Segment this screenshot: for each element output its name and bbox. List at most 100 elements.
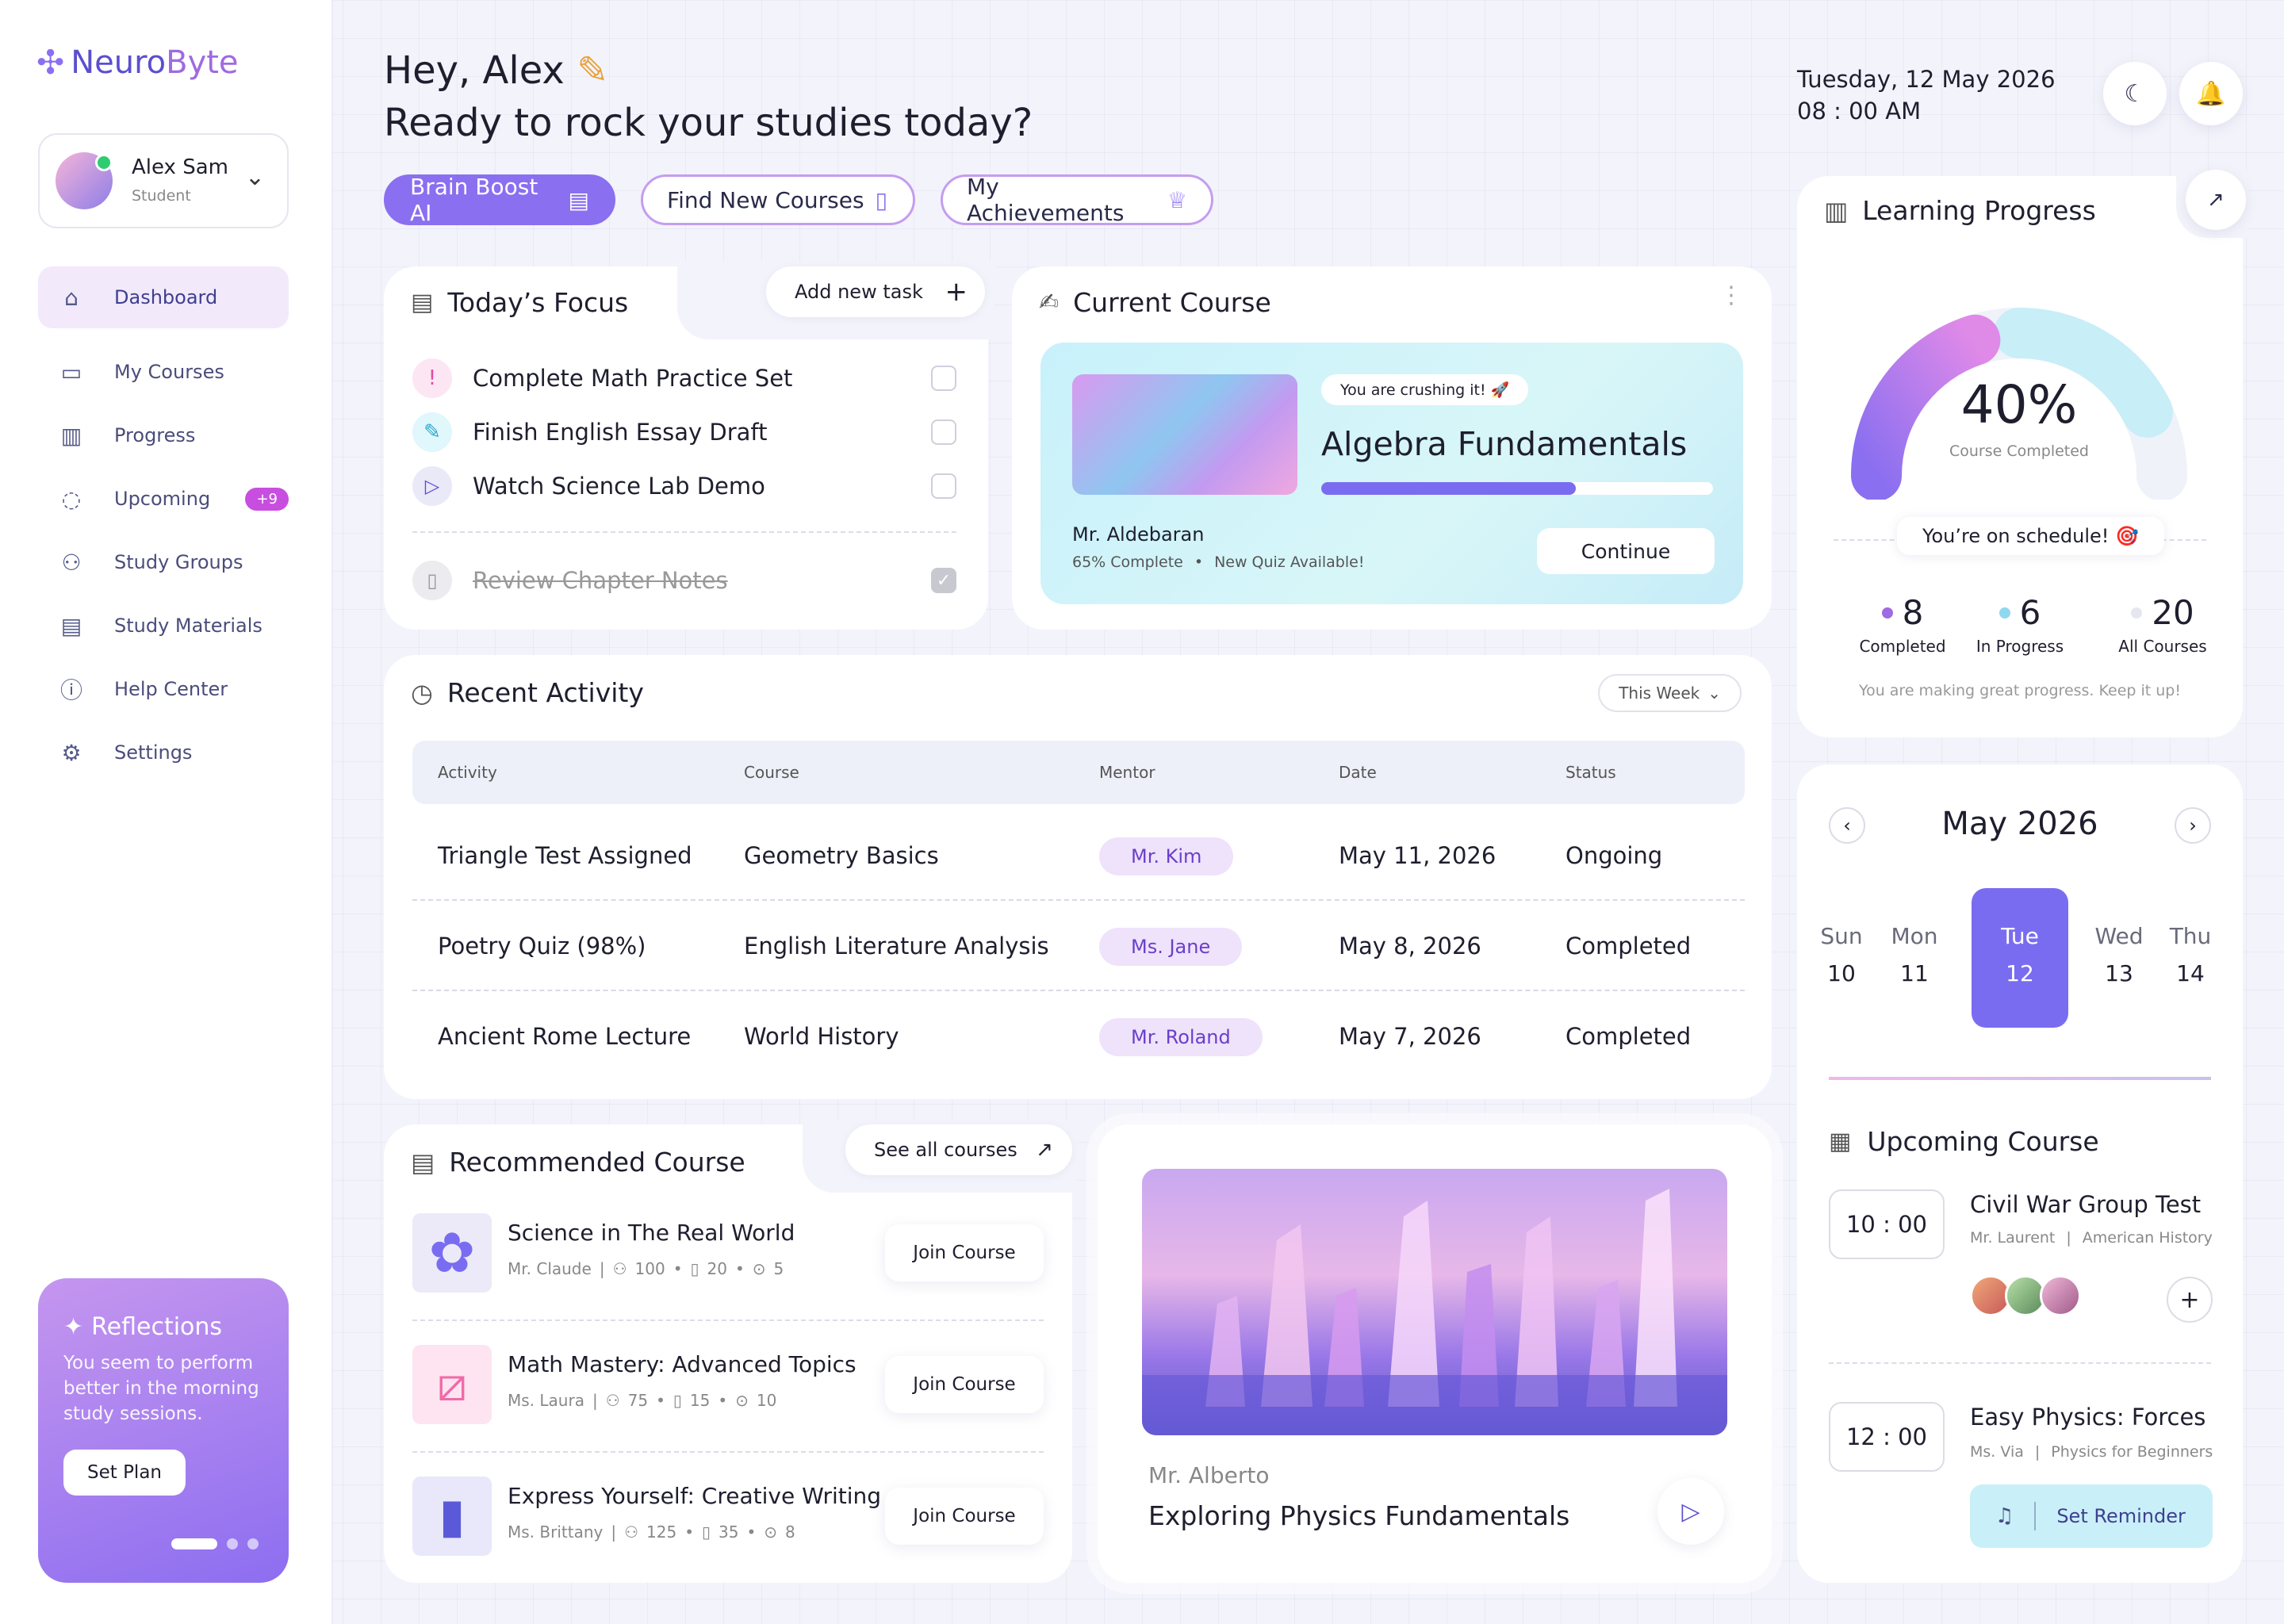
avatar bbox=[56, 152, 113, 209]
video-thumbnail[interactable] bbox=[1142, 1169, 1727, 1435]
sidebar-item-my-courses[interactable]: ▭ My Courses bbox=[38, 341, 289, 403]
videos-count: 5 bbox=[773, 1259, 784, 1278]
book-icon: ▯ bbox=[673, 1391, 682, 1410]
sidebar-item-study-groups[interactable]: ⚇ Study Groups bbox=[38, 531, 289, 593]
sidebar-item-upcoming[interactable]: ◌ Upcoming +9 bbox=[38, 468, 289, 530]
stat-in-progress: 6 In Progress bbox=[1945, 593, 2095, 656]
progress-title: Learning Progress bbox=[1862, 195, 2096, 226]
upcoming-badge: +9 bbox=[245, 487, 289, 511]
sidebar: ✣ Neuro Byte Alex Sam Student ⌄ ⌂ Dashboar… bbox=[0, 0, 333, 1624]
current-course-card: ✍ Current Course ⋮ You are crushing it! … bbox=[1012, 266, 1772, 630]
upcoming-mentor: Ms. Via bbox=[1970, 1443, 2024, 1461]
continue-button[interactable]: Continue bbox=[1537, 528, 1715, 574]
expand-progress-button[interactable]: ↗ bbox=[2186, 170, 2246, 230]
app-logo[interactable]: ✣ Neuro Byte bbox=[36, 43, 239, 82]
dot-separator: • bbox=[1194, 553, 1204, 571]
video-title: Exploring Physics Fundamentals bbox=[1148, 1500, 1570, 1531]
dot-separator: • bbox=[746, 1522, 757, 1542]
course-name: Science in The Real World bbox=[508, 1220, 795, 1246]
table-row[interactable]: Triangle Test Assigned Geometry Basics M… bbox=[412, 812, 1745, 901]
cell-mentor-pill: Mr. Kim bbox=[1099, 837, 1234, 875]
course-list-item[interactable]: ▮ Express Yourself: Creative Writing Ms.… bbox=[412, 1477, 1044, 1564]
chevron-left-icon: ‹ bbox=[1843, 814, 1851, 837]
carousel-dot[interactable] bbox=[227, 1538, 238, 1549]
logo-text-b: Byte bbox=[166, 44, 239, 81]
recent-activity-card: ◷ Recent Activity This Week ⌄ Activity Co… bbox=[384, 655, 1772, 1099]
course-icon-math: ⧄ bbox=[412, 1345, 492, 1424]
stat-value: 20 bbox=[2152, 593, 2194, 632]
sidebar-item-settings[interactable]: ⚙ Settings bbox=[38, 722, 289, 783]
dot-separator: • bbox=[718, 1391, 728, 1410]
plus-icon: + bbox=[945, 276, 968, 308]
task-label: Watch Science Lab Demo bbox=[473, 473, 765, 500]
course-meta: Ms. Brittany | ⚇ 125 • ▯ 35 • ⊙ 8 bbox=[508, 1522, 795, 1542]
calendar-day[interactable]: Mon 11 bbox=[1886, 923, 1943, 986]
chip-find-courses[interactable]: Find New Courses ▯ bbox=[641, 174, 915, 225]
sidebar-item-help-center[interactable]: ⓘ Help Center bbox=[38, 658, 289, 720]
week-filter-dropdown[interactable]: This Week ⌄ bbox=[1598, 674, 1742, 712]
clock-icon: ◷ bbox=[411, 677, 433, 708]
task-checkbox[interactable] bbox=[931, 366, 956, 391]
set-plan-button[interactable]: Set Plan bbox=[63, 1450, 186, 1496]
table-row[interactable]: Poetry Quiz (98%) English Literature Ana… bbox=[412, 902, 1745, 991]
quiz-text: New Quiz Available! bbox=[1214, 553, 1365, 571]
play-button[interactable]: ▷ bbox=[1657, 1478, 1724, 1545]
bell-icon: 🔔 bbox=[2196, 79, 2226, 108]
stat-all-courses: 20 All Courses bbox=[2087, 593, 2238, 656]
featured-video-card[interactable]: Mr. Alberto Exploring Physics Fundamenta… bbox=[1098, 1124, 1772, 1583]
task-item[interactable]: ✎ Finish English Essay Draft bbox=[412, 412, 956, 452]
task-checkbox[interactable] bbox=[931, 419, 956, 445]
task-item-done[interactable]: ▯ Review Chapter Notes ✓ bbox=[412, 561, 956, 600]
add-task-button[interactable]: Add new task + bbox=[766, 266, 985, 317]
sidebar-item-dashboard[interactable]: ⌂ Dashboard bbox=[38, 266, 289, 328]
task-item[interactable]: ▷ Watch Science Lab Demo bbox=[412, 466, 956, 506]
join-course-button[interactable]: Join Course bbox=[885, 1488, 1044, 1545]
set-reminder-button[interactable]: ♫ Set Reminder bbox=[1970, 1484, 2213, 1548]
col-header-date: Date bbox=[1339, 763, 1377, 782]
next-month-button[interactable]: › bbox=[2175, 807, 2211, 844]
users-icon: ⚇ bbox=[61, 549, 82, 576]
bar-chart-icon: ▥ bbox=[1824, 195, 1849, 226]
chip-brain-boost[interactable]: Brain Boost AI ▤ bbox=[384, 174, 615, 226]
prev-month-button[interactable]: ‹ bbox=[1829, 807, 1865, 844]
calendar-day-selected[interactable]: Tue 12 bbox=[1991, 923, 2048, 986]
theme-toggle-button[interactable]: ☾ bbox=[2103, 62, 2167, 125]
task-checkbox[interactable] bbox=[931, 473, 956, 499]
cell-course: Geometry Basics bbox=[744, 842, 939, 869]
join-course-button[interactable]: Join Course bbox=[885, 1224, 1044, 1281]
video-mentor: Mr. Alberto bbox=[1148, 1462, 1270, 1488]
progress-footer: You are making great progress. Keep it u… bbox=[1859, 682, 2181, 699]
more-menu-icon[interactable]: ⋮ bbox=[1719, 282, 1743, 309]
carousel-dot[interactable] bbox=[247, 1538, 259, 1549]
dot-separator: • bbox=[684, 1522, 695, 1542]
table-header: Activity Course Mentor Date Status bbox=[412, 741, 1745, 804]
user-switcher[interactable]: Alex Sam Student ⌄ bbox=[38, 133, 289, 228]
join-course-button[interactable]: Join Course bbox=[885, 1356, 1044, 1413]
see-all-courses-button[interactable]: See all courses ↗ bbox=[845, 1124, 1072, 1175]
day-number: 10 bbox=[1827, 960, 1856, 986]
user-icon: ⚇ bbox=[612, 1259, 627, 1278]
logo-icon: ✣ bbox=[36, 43, 65, 82]
trophy-icon: ♕ bbox=[1167, 186, 1187, 213]
sidebar-item-study-materials[interactable]: ▤ Study Materials bbox=[38, 595, 289, 657]
progress-percent: 40% bbox=[1960, 374, 2078, 435]
course-list-item[interactable]: ✿ Science in The Real World Mr. Claude | … bbox=[412, 1213, 1044, 1321]
add-participant-button[interactable]: + bbox=[2167, 1277, 2213, 1323]
calendar-day[interactable]: Thu 14 bbox=[2162, 923, 2219, 986]
chip-achievements[interactable]: My Achievements ♕ bbox=[941, 174, 1213, 226]
chip-label: My Achievements bbox=[967, 174, 1125, 226]
calendar-day[interactable]: Wed 13 bbox=[2090, 923, 2148, 986]
cell-status: Ongoing bbox=[1565, 842, 1663, 869]
task-checkbox-checked[interactable]: ✓ bbox=[931, 568, 956, 593]
table-row[interactable]: Ancient Rome Lecture World History Mr. R… bbox=[412, 993, 1745, 1082]
notifications-button[interactable]: 🔔 bbox=[2179, 62, 2243, 125]
calendar-day[interactable]: Sun 10 bbox=[1813, 923, 1870, 986]
carousel-dot-active[interactable] bbox=[171, 1538, 217, 1549]
legend-dot bbox=[1998, 607, 2010, 619]
course-meta: Ms. Laura | ⚇ 75 • ▯ 15 • ⊙ 10 bbox=[508, 1391, 776, 1410]
course-list-item[interactable]: ⧄ Math Mastery: Advanced Topics Ms. Laur… bbox=[412, 1345, 1044, 1453]
task-item[interactable]: ! Complete Math Practice Set bbox=[412, 358, 956, 398]
sidebar-item-progress[interactable]: ▥ Progress bbox=[38, 404, 289, 466]
pen-edit-icon: ✍ bbox=[1039, 289, 1060, 316]
videos-count: 10 bbox=[756, 1391, 777, 1410]
